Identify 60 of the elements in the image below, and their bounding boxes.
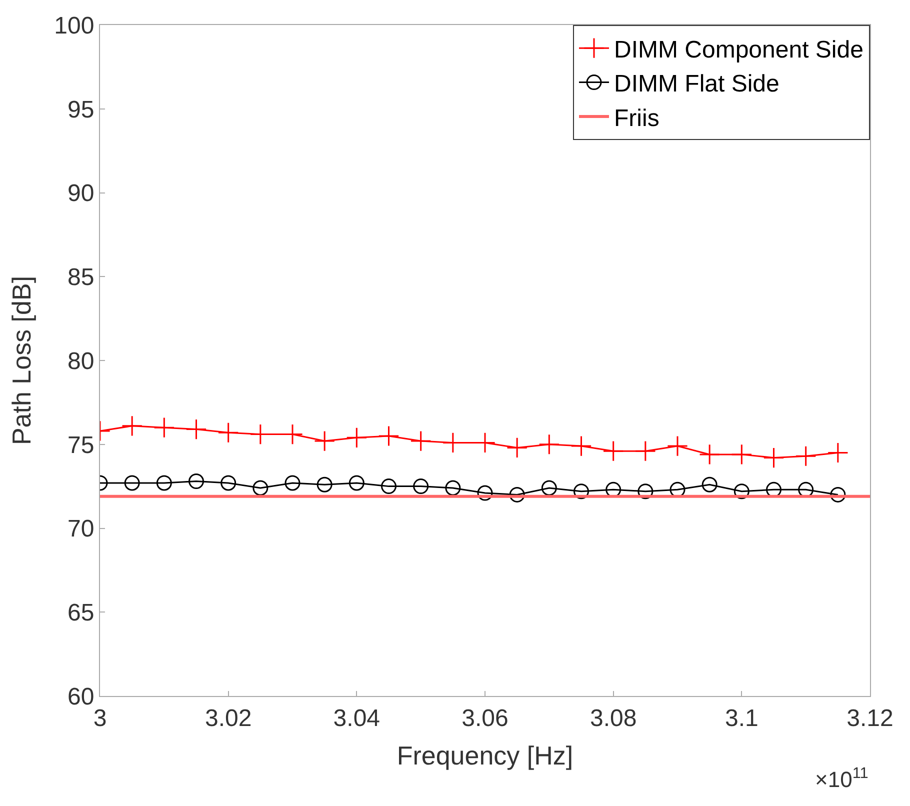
point	[410, 430, 432, 452]
y-tick-label: 60	[67, 683, 94, 710]
point	[602, 440, 624, 462]
point	[541, 480, 557, 496]
point	[220, 475, 236, 491]
point	[252, 480, 268, 496]
point	[638, 484, 654, 500]
point	[445, 480, 461, 496]
point	[509, 486, 525, 502]
x-tick-label: 3.02	[204, 704, 252, 732]
point	[538, 434, 560, 455]
point	[830, 486, 846, 502]
y-tick-label: 70	[67, 516, 94, 543]
point	[314, 430, 336, 452]
point	[124, 475, 140, 491]
y-tick-label: 80	[67, 348, 94, 375]
point	[381, 478, 396, 494]
point	[218, 422, 239, 444]
x-tick-label: 3.1	[724, 704, 758, 732]
y-tick-label: 85	[67, 264, 94, 292]
point	[634, 440, 656, 462]
point	[570, 436, 592, 457]
point	[186, 418, 207, 440]
x-tick-label: 3.08	[590, 704, 637, 732]
legend-label: DIMM Component Side	[614, 36, 864, 64]
point	[506, 437, 528, 458]
legend-label: Friis	[614, 104, 660, 132]
point	[316, 476, 332, 492]
point	[156, 475, 172, 491]
point	[477, 485, 493, 501]
x-tick-label: 3.12	[846, 704, 894, 732]
y-axis-title: Path Loss [dB]	[6, 276, 37, 446]
point	[346, 427, 368, 448]
y-tick-label: 90	[67, 180, 94, 208]
point	[702, 476, 718, 492]
point	[734, 484, 750, 500]
point	[699, 444, 720, 465]
point	[348, 475, 364, 491]
y-tick-label: 95	[67, 96, 94, 124]
x-axis-title: Frequency [Hz]	[396, 740, 574, 770]
point	[574, 484, 589, 500]
point	[413, 478, 429, 494]
x-tick-label: 3.04	[333, 704, 380, 732]
legend-label: DIMM Flat Side	[614, 70, 780, 98]
point	[154, 417, 175, 438]
point	[795, 446, 816, 467]
point	[763, 447, 784, 468]
point	[284, 475, 300, 491]
point	[122, 415, 143, 436]
point	[827, 442, 848, 464]
y-tick-label: 100	[54, 12, 94, 40]
text: ×10$^{11}$	[815, 765, 868, 792]
point	[188, 474, 204, 490]
x-tick-label: 3.06	[462, 704, 508, 732]
point	[666, 436, 688, 457]
point	[378, 425, 400, 447]
point	[731, 444, 752, 465]
y-tick-label: 75	[67, 432, 94, 459]
y-tick-label: 65	[67, 600, 94, 627]
x-tick-label: 3	[93, 704, 107, 732]
